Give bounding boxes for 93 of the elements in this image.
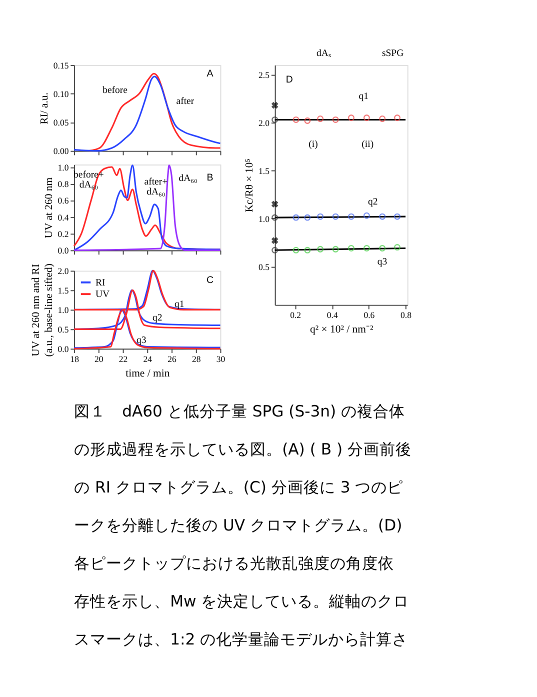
y-tick-label: 0.0 bbox=[58, 344, 70, 354]
y-tick-label: 2.0 bbox=[258, 118, 270, 128]
annotation: dA₆₀ bbox=[178, 173, 198, 184]
point bbox=[394, 114, 401, 122]
point bbox=[363, 212, 370, 219]
point bbox=[292, 214, 300, 221]
text: sSPG bbox=[382, 48, 404, 59]
text: 各ピークトップにおける光散乱強度の角度依 bbox=[74, 554, 394, 572]
x-tick-label: 28 bbox=[192, 354, 202, 364]
point bbox=[379, 213, 386, 220]
x-axis-title: time / min bbox=[126, 367, 170, 380]
y-tick-label: 0.05 bbox=[53, 118, 70, 128]
y-tick-label: 1.0 bbox=[258, 214, 270, 224]
y-tick-label: 2.0 bbox=[58, 266, 70, 276]
x-tick-label: 18 bbox=[70, 354, 80, 364]
y-tick-label: 0.5 bbox=[258, 262, 270, 272]
point bbox=[363, 114, 370, 122]
x-tick-label: 0.8 bbox=[400, 310, 412, 320]
annotation: q3 bbox=[136, 335, 146, 346]
annotation: D bbox=[286, 74, 293, 86]
x-tick-label: 0.6 bbox=[364, 310, 376, 320]
y-tick-label: 1.0 bbox=[58, 162, 70, 172]
point bbox=[271, 237, 278, 244]
point bbox=[317, 213, 324, 220]
annotation: before bbox=[102, 84, 128, 96]
point bbox=[292, 246, 300, 254]
x-tick-label: 30 bbox=[216, 354, 226, 364]
annotation: C bbox=[206, 274, 214, 286]
point bbox=[363, 244, 370, 252]
y-tick-label: 1.5 bbox=[58, 286, 70, 296]
point bbox=[317, 246, 324, 252]
x-tick-label: 22 bbox=[118, 354, 128, 364]
y-tick-label: 0.15 bbox=[53, 60, 70, 70]
annotation: q3 bbox=[377, 256, 388, 268]
point bbox=[394, 244, 401, 251]
annotation: A bbox=[206, 68, 214, 80]
annotation: after bbox=[176, 96, 195, 108]
y-tick-label: 2.5 bbox=[258, 70, 270, 80]
y-tick-label: 0.5 bbox=[58, 324, 70, 335]
y-tick-label: 0.0 bbox=[58, 246, 70, 256]
point bbox=[271, 200, 278, 208]
point bbox=[272, 214, 278, 221]
caption: 図１ dA60 と低分子量 SPG (S-3n) の複合体 bbox=[74, 402, 406, 420]
point bbox=[332, 213, 339, 220]
point bbox=[271, 102, 278, 109]
annotation: B bbox=[206, 172, 214, 184]
x-tick-label: 24 bbox=[143, 354, 153, 364]
point bbox=[272, 246, 278, 254]
point bbox=[379, 244, 386, 252]
x-tick-label: 0.2 bbox=[290, 310, 302, 320]
point bbox=[304, 117, 311, 124]
text: dAₓ bbox=[316, 48, 332, 59]
annotation: (i) bbox=[308, 139, 318, 150]
y-axis-title: UV at 260 nm and RI (a.u., base-line sifted) bbox=[30, 263, 55, 357]
annotation: q1 bbox=[174, 299, 184, 310]
point bbox=[332, 246, 339, 252]
text: の RI クロマトグラム。(C) 分画後に 3 つのピ bbox=[74, 478, 404, 496]
y-tick-label: 0.2 bbox=[58, 228, 69, 239]
y-tick-label: 0.4 bbox=[58, 212, 70, 222]
y-tick-label: 1.0 bbox=[58, 305, 70, 316]
point bbox=[304, 214, 311, 221]
y-tick-label: 0.6 bbox=[58, 196, 70, 206]
annotation: q2 bbox=[152, 312, 162, 324]
point bbox=[272, 116, 278, 123]
y-axis-title: RI/ a.u. bbox=[38, 92, 51, 124]
y-tick-label: 0.10 bbox=[53, 89, 70, 100]
legend-label: RI bbox=[96, 277, 106, 288]
x-tick-label: 0.4 bbox=[326, 310, 338, 320]
y-tick-label: 0.00 bbox=[53, 146, 70, 156]
point bbox=[348, 213, 354, 220]
text: 存性を示し、Mw を決定している。縦軸のクロ bbox=[74, 592, 410, 610]
y-tick-label: 1.5 bbox=[258, 166, 270, 176]
annotation: q2 bbox=[368, 196, 378, 208]
point bbox=[348, 114, 354, 122]
y-axis-title: UV at 260 nm bbox=[42, 176, 55, 238]
point bbox=[379, 116, 386, 122]
point bbox=[317, 116, 324, 122]
x-tick-label: 26 bbox=[168, 354, 178, 364]
x-axis-title: q² × 10² / nm⁻² bbox=[310, 324, 374, 336]
point bbox=[348, 244, 354, 252]
legend-label: UV bbox=[96, 289, 110, 300]
point bbox=[292, 116, 300, 123]
x-tick-label: 20 bbox=[94, 354, 104, 364]
annotation: (ii) bbox=[362, 139, 374, 150]
text: ークを分離した後の UV クロマトグラム。(D) bbox=[74, 516, 402, 534]
y-axis-title: Kc/Rθ × 10⁵ bbox=[244, 158, 256, 212]
y-tick-label: 0.8 bbox=[58, 179, 70, 190]
text: スマークは、1:2 の化学量論モデルから計算さ bbox=[74, 630, 408, 648]
text: の形成過程を示している図。(A) ( B ) 分画前後 bbox=[74, 440, 412, 458]
annotation: q1 bbox=[358, 91, 369, 102]
point bbox=[332, 116, 339, 123]
point bbox=[394, 213, 401, 220]
point bbox=[304, 246, 311, 254]
